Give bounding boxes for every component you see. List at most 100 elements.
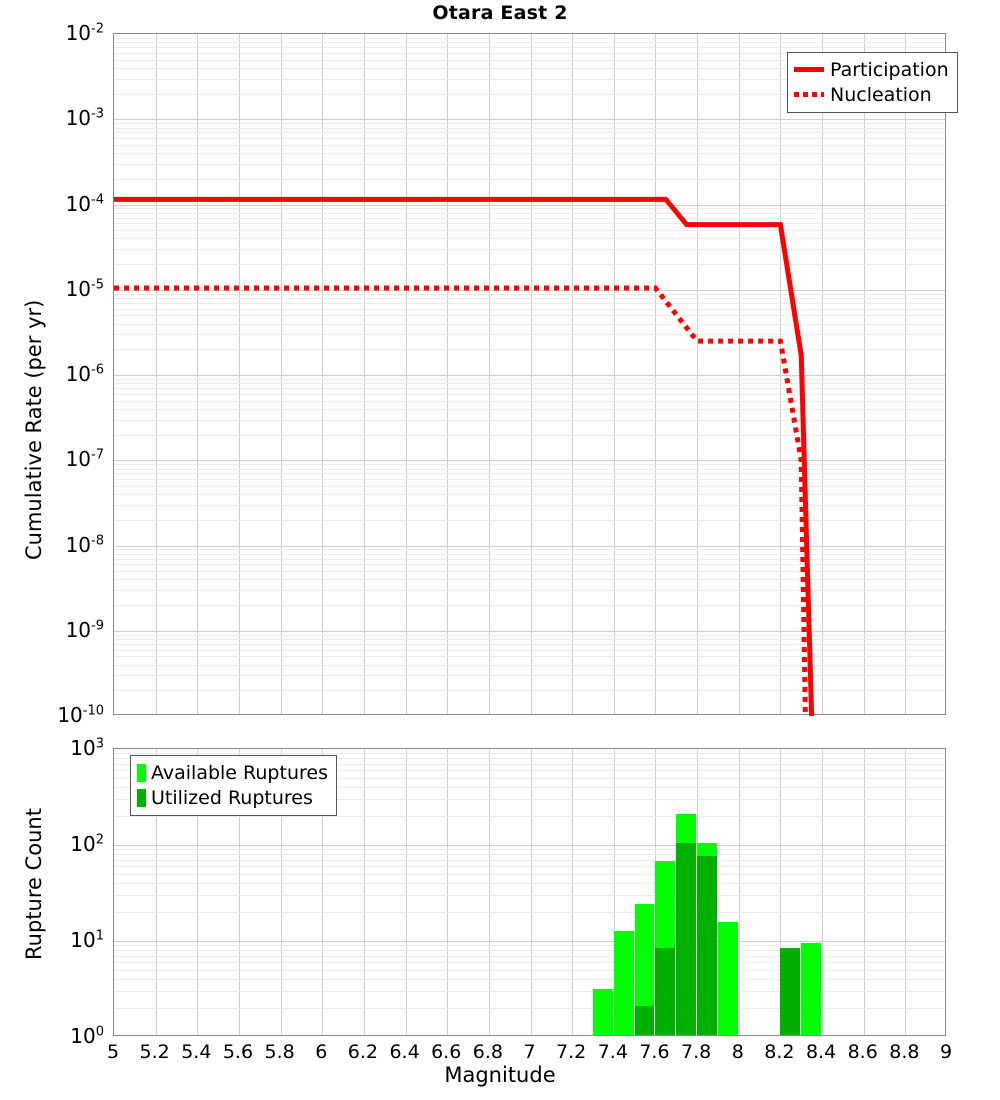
gridline bbox=[114, 212, 945, 214]
y-tick-label-top: 10-8 bbox=[65, 532, 104, 557]
gridline bbox=[114, 217, 945, 219]
gridline bbox=[114, 485, 945, 487]
gridline bbox=[738, 34, 740, 714]
gridline bbox=[114, 302, 945, 304]
gridline bbox=[114, 178, 945, 180]
gridline bbox=[405, 749, 407, 1035]
gridline bbox=[114, 816, 945, 818]
gridline bbox=[114, 42, 945, 44]
y-tick-label-top: 10-4 bbox=[65, 191, 104, 216]
y-tick-label-top: 10-3 bbox=[65, 106, 104, 131]
gridline bbox=[822, 749, 824, 1035]
gridline bbox=[114, 519, 945, 521]
gridline bbox=[114, 895, 945, 897]
gridline bbox=[572, 749, 574, 1035]
x-tick-label: 6.6 bbox=[431, 1041, 462, 1063]
gridline bbox=[114, 558, 945, 560]
gridline bbox=[863, 749, 865, 1035]
gridline bbox=[114, 643, 945, 645]
gridline bbox=[572, 34, 574, 714]
gridline bbox=[114, 753, 945, 755]
gridline bbox=[114, 859, 945, 861]
gridline bbox=[114, 605, 945, 607]
gridline bbox=[738, 749, 740, 1035]
gridline bbox=[114, 849, 945, 851]
x-tick-label: 7.2 bbox=[556, 1041, 587, 1063]
gridline bbox=[114, 249, 945, 251]
legend-label-utilized: Utilized Ruptures bbox=[151, 786, 313, 809]
gridline bbox=[905, 34, 907, 714]
y-tick-label-top: 10-9 bbox=[65, 617, 104, 642]
gridline bbox=[114, 223, 945, 225]
gridline bbox=[114, 464, 945, 466]
y-tick-label-bottom: 103 bbox=[70, 736, 104, 760]
gridline bbox=[114, 123, 945, 125]
curve-nucleation bbox=[114, 285, 808, 717]
x-tick-label: 6.4 bbox=[389, 1041, 420, 1063]
gridline bbox=[114, 127, 945, 129]
y-tick-label-top: 10-2 bbox=[65, 21, 104, 45]
rupture-count-plot-area bbox=[114, 749, 945, 1035]
y-tick-label-bottom: 100 bbox=[70, 1024, 104, 1048]
legend-item-participation: Participation bbox=[794, 57, 949, 82]
gridline bbox=[114, 991, 945, 993]
gridline bbox=[114, 119, 945, 121]
gridline bbox=[114, 549, 945, 551]
nucleation-line-icon bbox=[794, 86, 824, 103]
gridline bbox=[322, 749, 324, 1035]
gridline bbox=[114, 468, 945, 470]
gridline bbox=[114, 323, 945, 325]
gridline bbox=[114, 579, 945, 581]
gridline bbox=[114, 494, 945, 496]
gridline bbox=[114, 400, 945, 402]
legend-item-available: Available Ruptures bbox=[137, 760, 328, 785]
gridline bbox=[114, 979, 945, 981]
gridline bbox=[114, 208, 945, 210]
gridline bbox=[780, 34, 782, 714]
x-tick-label: 5.6 bbox=[222, 1041, 254, 1063]
gridline bbox=[114, 912, 945, 914]
bar-available-ruptures bbox=[613, 931, 634, 1035]
gridline bbox=[114, 132, 945, 134]
cumulative-rate-plot-area bbox=[114, 34, 945, 714]
gridline bbox=[488, 749, 490, 1035]
gridline bbox=[114, 67, 945, 69]
bar-utilized-ruptures bbox=[697, 856, 717, 1035]
gridline bbox=[114, 473, 945, 475]
gridline bbox=[238, 34, 240, 714]
gridline bbox=[114, 308, 945, 310]
x-tick-label: 8.2 bbox=[764, 1041, 795, 1063]
gridline bbox=[114, 383, 945, 385]
gridline bbox=[114, 1008, 945, 1010]
gridline bbox=[114, 434, 945, 436]
x-tick-label: 8 bbox=[731, 1041, 744, 1063]
gridline bbox=[114, 675, 945, 677]
gridline bbox=[114, 883, 945, 885]
bar-available-ruptures bbox=[717, 922, 738, 1035]
y-tick-label-bottom: 101 bbox=[70, 928, 104, 952]
bar-utilized-ruptures bbox=[780, 948, 801, 1035]
x-tick-label: 8.6 bbox=[847, 1041, 878, 1063]
gridline bbox=[114, 690, 945, 692]
y-axis-title-top: Cumulative Rate (per yr) bbox=[22, 299, 46, 560]
gridline bbox=[363, 749, 365, 1035]
gridline bbox=[114, 93, 945, 95]
gridline bbox=[863, 34, 865, 714]
gridline bbox=[114, 945, 945, 947]
bar-legend: Available Ruptures Utilized Ruptures bbox=[130, 755, 337, 816]
gridline bbox=[114, 639, 945, 640]
gridline bbox=[280, 749, 282, 1035]
gridline bbox=[114, 941, 945, 942]
gridline bbox=[114, 950, 945, 952]
available-swatch-icon bbox=[137, 763, 146, 782]
page-title: Otara East 2 bbox=[432, 2, 568, 24]
gridline bbox=[114, 204, 945, 206]
bar-available-ruptures bbox=[634, 904, 655, 1035]
gridline bbox=[447, 34, 449, 714]
gridline bbox=[238, 749, 240, 1035]
gridline bbox=[114, 504, 945, 506]
legend-label-nucleation: Nucleation bbox=[830, 83, 932, 106]
x-tick-label: 6.2 bbox=[347, 1041, 378, 1063]
gridline bbox=[114, 138, 945, 140]
x-tick-label: 8.4 bbox=[805, 1041, 837, 1063]
